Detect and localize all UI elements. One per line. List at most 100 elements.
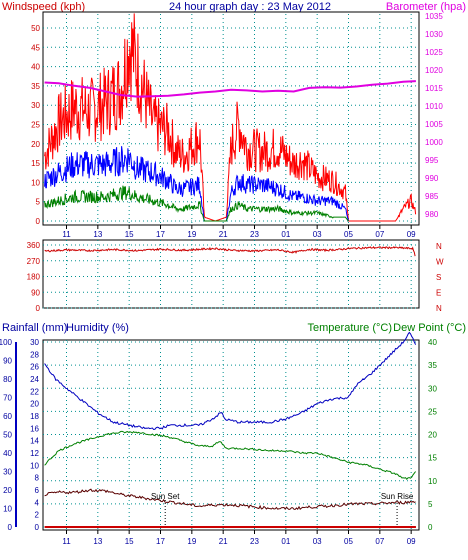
- barometer-tick-label: 1015: [425, 84, 443, 93]
- windspeed-tick-label: 50: [31, 24, 40, 33]
- humidity-axis-title: Humidity (%): [66, 322, 129, 334]
- rainfall-tick-label: 50: [3, 431, 12, 440]
- humidity-tick-label: 12: [30, 449, 39, 458]
- barometer-tick-label: 1005: [425, 120, 443, 129]
- temperature-tick-label: 5: [428, 500, 433, 509]
- rainfall-tick-label: 60: [3, 412, 12, 421]
- windspeed-tick-label: 20: [31, 140, 40, 149]
- temp-x-tick-label: 19: [187, 537, 196, 546]
- direction-tick-label: 0: [36, 304, 41, 313]
- wind-x-tick-label: 19: [187, 230, 196, 239]
- temperature-tick-label: 0: [428, 523, 433, 532]
- sunrise-label: Sun Rise: [381, 492, 414, 501]
- direction-tick-label: 180: [27, 273, 41, 282]
- barometer-tick-label: 1020: [425, 66, 443, 75]
- wind-x-tick-label: 13: [93, 230, 102, 239]
- rainfall-tick-label: 90: [3, 357, 12, 366]
- temperature-line: [44, 430, 416, 480]
- wind-avg-line: [44, 146, 349, 222]
- wind-x-tick-label: 11: [62, 230, 71, 239]
- direction-tick-label: 90: [31, 288, 40, 297]
- temperature-tick-label: 15: [428, 454, 437, 463]
- humidity-tick-label: 28: [30, 350, 39, 359]
- compass-letter-label: W: [436, 258, 444, 267]
- windspeed-tick-label: 0: [36, 217, 41, 226]
- temp-x-tick-label: 13: [93, 537, 102, 546]
- temp-x-tick-label: 07: [375, 537, 384, 546]
- barometer-axis-title: Barometer (hpa): [386, 1, 466, 13]
- humidity-tick-label: 26: [30, 363, 39, 372]
- temp-x-tick-label: 01: [281, 537, 290, 546]
- humidity-tick-label: 24: [30, 375, 39, 384]
- rainfall-tick-label: 20: [3, 486, 12, 495]
- humidity-tick-label: 22: [30, 387, 39, 396]
- temperature-axis-title: Temperature (°C): [308, 322, 392, 334]
- temp-series-group: Sun Set Sun Rise: [44, 331, 417, 528]
- dewpoint-line: [44, 488, 416, 511]
- dewpoint-axis-title: Dew Point (°C): [393, 322, 466, 334]
- wind-x-tick-label: 23: [250, 230, 259, 239]
- rainfall-axis-title: Rainfall (mm): [2, 322, 67, 334]
- barometer-tick-label: 1010: [425, 102, 443, 111]
- humidity-tick-label: 0: [35, 523, 40, 532]
- barometer-tick-label: 995: [425, 156, 439, 165]
- humidity-tick-label: 4: [35, 498, 40, 507]
- wind-gust-line: [44, 13, 417, 222]
- temperature-tick-label: 30: [428, 384, 437, 393]
- wind-x-tick-label: 01: [281, 230, 290, 239]
- temp-x-tick-label: 21: [219, 537, 228, 546]
- barometer-tick-label: 990: [425, 174, 439, 183]
- humidity-tick-label: 30: [30, 338, 39, 347]
- temperature-tick-label: 10: [428, 477, 437, 486]
- windspeed-tick-label: 10: [31, 178, 40, 187]
- temperature-tick-label: 40: [428, 338, 437, 347]
- compass-letter-label: S: [436, 273, 441, 282]
- temp-x-tick-label: 03: [313, 537, 322, 546]
- wind-series-group: [44, 13, 417, 222]
- rainfall-tick-label: 70: [3, 394, 12, 403]
- direction-tick-label: 270: [27, 257, 41, 266]
- compass-letter-label: N: [436, 304, 442, 313]
- temp-x-tick-label: 15: [125, 537, 134, 546]
- humidity-tick-label: 8: [35, 474, 40, 483]
- chart-title: 24 hour graph day : 23 May 2012: [169, 1, 331, 13]
- wind-axis-title: Windspeed (kph): [2, 1, 85, 13]
- humidity-tick-label: 18: [30, 412, 39, 421]
- wind-x-tick-label: 15: [125, 230, 134, 239]
- barometer-line: [44, 80, 416, 98]
- temp-x-tick-label: 17: [156, 537, 165, 546]
- windspeed-tick-label: 15: [31, 159, 40, 168]
- windspeed-tick-label: 25: [31, 121, 40, 130]
- temp-x-tick-label: 23: [250, 537, 259, 546]
- wind-low-line: [44, 185, 349, 222]
- temperature-tick-label: 20: [428, 431, 437, 440]
- humidity-tick-label: 10: [30, 461, 39, 470]
- wind-direction-line: [44, 245, 416, 257]
- temperature-tick-label: 25: [428, 407, 437, 416]
- direction-series-group: [44, 245, 416, 257]
- rainfall-tick-label: 0: [8, 523, 13, 532]
- humidity-tick-label: 2: [35, 511, 40, 520]
- temperature-tick-label: 35: [428, 361, 437, 370]
- windspeed-tick-label: 30: [31, 101, 40, 110]
- barometer-tick-label: 1030: [425, 30, 443, 39]
- barometer-tick-label: 980: [425, 210, 439, 219]
- wind-x-tick-label: 03: [313, 230, 322, 239]
- rainfall-tick-label: 30: [3, 468, 12, 477]
- rainfall-tick-label: 80: [3, 375, 12, 384]
- humidity-line: [44, 331, 417, 431]
- wind-x-tick-label: 07: [375, 230, 384, 239]
- humidity-tick-label: 16: [30, 424, 39, 433]
- wind-x-tick-label: 09: [407, 230, 416, 239]
- humidity-tick-label: 6: [35, 486, 40, 495]
- barometer-tick-label: 1025: [425, 48, 443, 57]
- rainfall-tick-label: 40: [3, 449, 12, 458]
- barometer-tick-label: 1000: [425, 138, 443, 147]
- direction-tick-label: 360: [27, 241, 41, 250]
- temp-x-tick-label: 09: [407, 537, 416, 546]
- humidity-tick-label: 14: [30, 437, 39, 446]
- humidity-tick-label: 20: [30, 400, 39, 409]
